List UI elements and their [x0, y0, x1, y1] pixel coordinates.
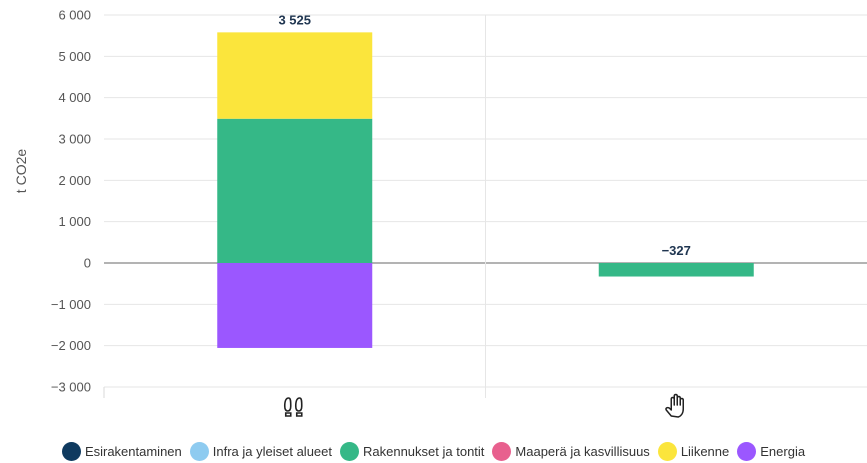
legend-label: Esirakentaminen: [84, 443, 182, 459]
legend-label: Liikenne: [680, 443, 730, 459]
bar-segment-rakennukset-ja-tontit: [217, 118, 373, 263]
legend-swatch: [340, 441, 359, 461]
y-tick-label: 4 000: [58, 90, 91, 105]
legend-item[interactable]: Liikenne: [657, 441, 730, 461]
bar-total-label: 3 525: [278, 12, 311, 27]
hand-icon: [665, 393, 684, 418]
y-tick-label: 3 000: [58, 132, 91, 147]
chart-plot: 6 000 5 000 4 000 3 000 2 000 1 000 0 −1 000 −2 …: [13, 8, 867, 418]
legend-swatch: [61, 441, 81, 461]
legend-label: Maaperä ja kasvillisuus: [515, 443, 650, 459]
bar-segment-rakennukset-ja-tontit: [598, 263, 754, 277]
y-tick-label: 1 000: [58, 214, 91, 229]
footprint-icon: [283, 397, 303, 417]
legend-item[interactable]: Energia: [737, 441, 806, 461]
y-tick-label: −3 000: [51, 380, 91, 395]
y-tick-label: 5 000: [58, 49, 91, 64]
bar-segment-energia: [217, 263, 373, 348]
bar-segment-liikenne: [217, 32, 373, 119]
legend-label: Energia: [760, 443, 806, 459]
legend-swatch: [189, 441, 209, 461]
legend-item[interactable]: Infra ja yleiset alueet: [189, 441, 332, 461]
legend-swatch: [492, 441, 512, 461]
legend-item[interactable]: Maaperä ja kasvillisuus: [492, 441, 650, 461]
legend-swatch: [657, 441, 677, 461]
legend-item[interactable]: Esirakentaminen: [61, 441, 182, 461]
y-axis-label: t CO2e: [13, 149, 29, 194]
legend-item[interactable]: Rakennukset ja tontit: [340, 441, 485, 461]
y-tick-label: 0: [84, 256, 91, 271]
legend-swatch: [737, 441, 757, 461]
bar-total-label: −327: [662, 243, 691, 258]
y-tick-label: 6 000: [58, 8, 91, 23]
y-tick-label: 2 000: [58, 173, 91, 188]
chart-legend: Esirakentaminen Infra ja yleiset alueet Ra…: [0, 440, 867, 462]
y-tick-label: −2 000: [51, 338, 91, 353]
legend-label: Rakennukset ja tontit: [363, 443, 485, 459]
legend-label: Infra ja yleiset alueet: [212, 443, 332, 459]
y-tick-label: −1 000: [51, 297, 91, 312]
